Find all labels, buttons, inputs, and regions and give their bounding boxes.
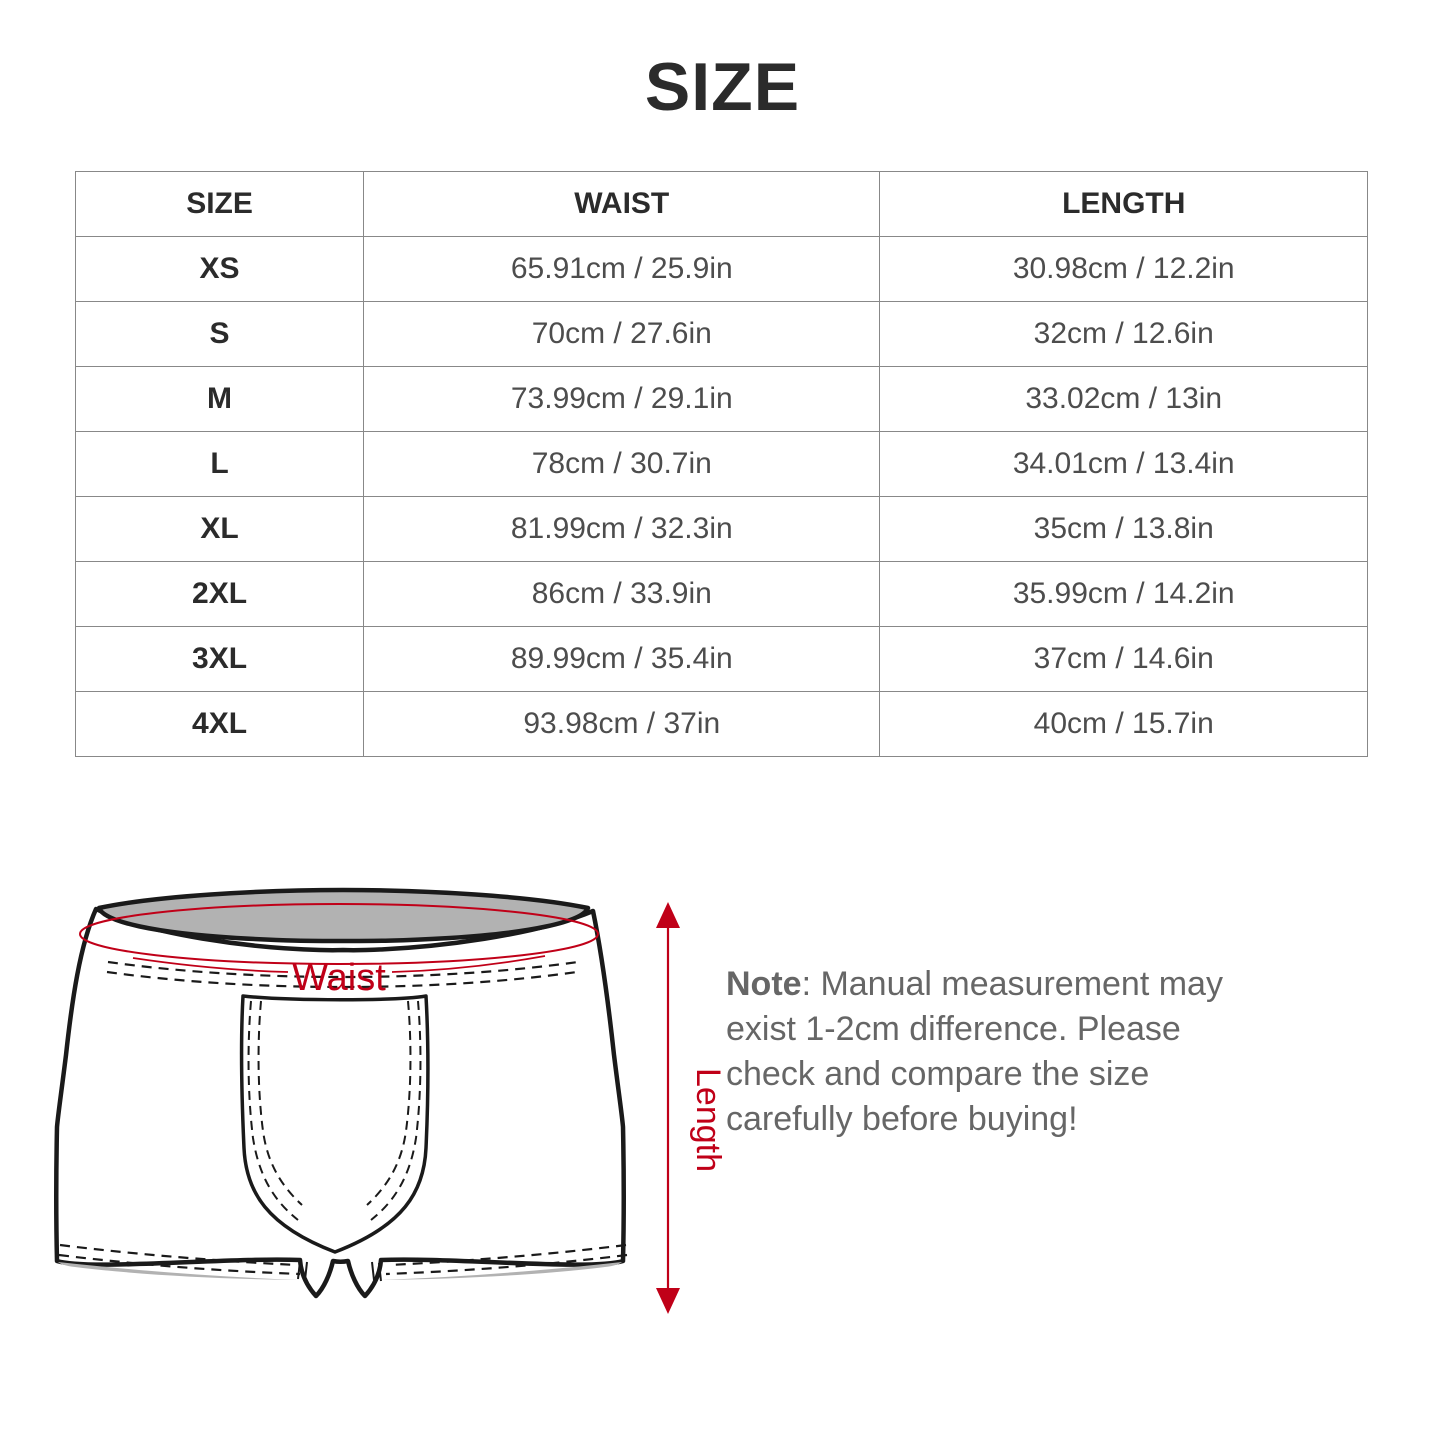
svg-text:Length: Length (689, 1068, 727, 1172)
svg-text:Waist: Waist (292, 957, 386, 999)
